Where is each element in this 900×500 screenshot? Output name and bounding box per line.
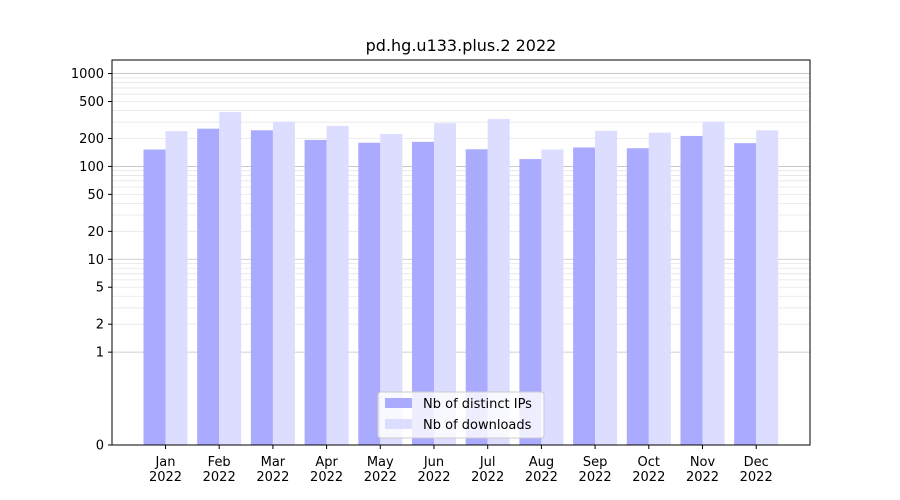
x-tick-label: Feb 2022: [203, 455, 236, 485]
bar-distinct-ips: [573, 147, 596, 445]
y-tick-label: 500: [79, 95, 104, 110]
bar-distinct-ips: [143, 149, 166, 445]
y-tick-label: 200: [79, 132, 104, 147]
y-tick-label: 50: [87, 188, 104, 203]
x-axis: Jan 2022 Feb 2022 Mar 2022 Apr 2022 May 2022 Jun 20…: [149, 445, 773, 485]
x-tick-label: Jul 2022: [471, 455, 504, 485]
bar-downloads: [595, 130, 618, 445]
legend: Nb of distinct IPs Nb of downloads: [377, 391, 545, 439]
x-tick-label: Sep 2022: [579, 455, 612, 485]
y-axis: 0 1 2 5 10 20 50 100 200 500 1000: [71, 67, 112, 454]
bar-downloads: [434, 123, 456, 445]
bar-downloads: [326, 125, 349, 445]
x-tick-label: Aug 2022: [525, 455, 558, 485]
bar-distinct-ips: [680, 135, 703, 445]
bar-downloads: [702, 121, 725, 446]
y-tick-label: 1: [96, 346, 104, 361]
bar-downloads: [272, 121, 295, 446]
bar-downloads: [487, 119, 510, 445]
bars: [143, 112, 779, 446]
bar-downloads: [165, 131, 188, 446]
y-tick-label: 10: [87, 253, 104, 268]
bar-distinct-ips: [734, 143, 757, 445]
bar-distinct-ips: [358, 142, 381, 445]
plot-frame: [111, 59, 811, 446]
bar-downloads: [219, 112, 242, 445]
bar-downloads: [380, 133, 403, 445]
legend-label: Nb of distinct IPs: [423, 397, 532, 412]
bar-downloads: [756, 130, 779, 445]
y-tick-label: 5: [96, 281, 104, 296]
x-tick-label: May 2022: [364, 455, 397, 485]
bar-distinct-ips: [304, 139, 327, 445]
y-tick-label: 100: [79, 160, 104, 175]
bar-downloads: [541, 149, 564, 445]
legend-swatch: [385, 419, 412, 429]
legend-label: Nb of downloads: [423, 418, 532, 433]
legend-box: [377, 391, 545, 439]
bar-distinct-ips: [626, 148, 649, 446]
y-tick-label: 20: [87, 225, 104, 240]
x-tick-label: Dec 2022: [740, 455, 773, 485]
y-tick-label: 0: [96, 439, 104, 454]
y-tick-label: 1000: [71, 67, 104, 82]
y-tick-label: 2: [96, 318, 104, 333]
x-tick-label: Apr 2022: [310, 455, 343, 485]
x-tick-label: Oct 2022: [632, 455, 665, 485]
bar-distinct-ips: [412, 141, 434, 445]
bar-downloads: [648, 132, 671, 445]
bar-distinct-ips: [465, 149, 488, 446]
x-tick-label: Jan 2022: [149, 455, 182, 485]
bar-distinct-ips: [519, 159, 542, 445]
bar-distinct-ips: [250, 130, 273, 445]
x-tick-label: Nov 2022: [686, 455, 719, 485]
bar-distinct-ips: [197, 128, 220, 445]
chart-title: pd.hg.u133.plus.2 2022: [366, 36, 557, 55]
x-tick-label: Mar 2022: [256, 455, 289, 485]
x-tick-label: Jun 2022: [417, 455, 450, 485]
legend-swatch: [385, 398, 412, 408]
